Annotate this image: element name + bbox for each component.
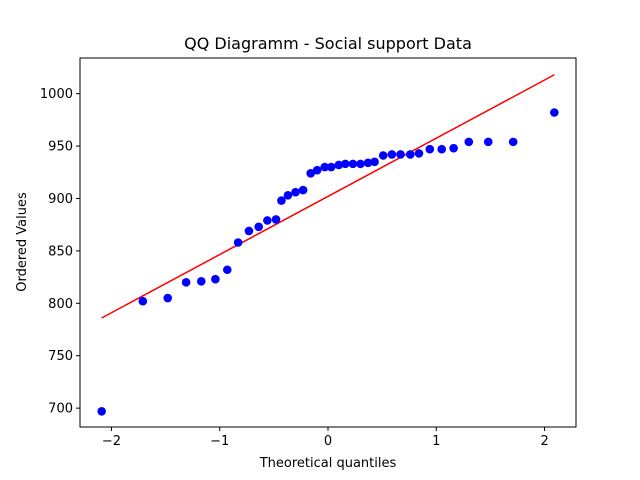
data-point bbox=[222, 265, 232, 275]
data-point bbox=[341, 159, 350, 169]
data-point bbox=[320, 162, 330, 172]
data-point bbox=[437, 144, 447, 154]
y-tick-label: 800 bbox=[48, 297, 73, 312]
data-point bbox=[370, 157, 379, 167]
data-point bbox=[406, 150, 415, 159]
data-point bbox=[97, 406, 106, 416]
data-point bbox=[163, 293, 173, 303]
data-point bbox=[196, 276, 206, 286]
data-point bbox=[378, 151, 388, 160]
x-tick-label: −1 bbox=[210, 434, 229, 449]
data-point bbox=[211, 274, 220, 284]
data-point bbox=[550, 108, 559, 117]
data-point bbox=[356, 159, 365, 169]
data-point bbox=[348, 159, 358, 169]
data-point bbox=[277, 196, 286, 205]
y-tick-label: 950 bbox=[48, 140, 73, 155]
data-point bbox=[483, 137, 493, 147]
y-tick-label: 900 bbox=[48, 192, 73, 207]
x-tick-label: 1 bbox=[432, 434, 440, 449]
data-point bbox=[334, 160, 344, 170]
x-axis: −2 −1 0 1 2 bbox=[102, 427, 549, 449]
data-point bbox=[244, 226, 254, 236]
data-point bbox=[396, 150, 405, 159]
data-point bbox=[414, 149, 424, 158]
data-point bbox=[271, 215, 281, 224]
y-tick-label: 1000 bbox=[40, 87, 73, 102]
data-point bbox=[254, 222, 263, 232]
data-point bbox=[291, 187, 300, 197]
data-point bbox=[312, 165, 322, 175]
data-point bbox=[449, 143, 458, 153]
data-point bbox=[298, 185, 308, 195]
data-point bbox=[464, 137, 474, 147]
y-tick-label: 850 bbox=[48, 244, 73, 259]
data-point bbox=[283, 191, 293, 200]
x-axis-label: Theoretical quantiles bbox=[259, 456, 397, 471]
data-point bbox=[138, 296, 148, 306]
data-point bbox=[263, 216, 272, 225]
data-point bbox=[306, 169, 315, 178]
data-point bbox=[508, 137, 518, 147]
chart-title: QQ Diagramm - Social support Data bbox=[184, 34, 472, 53]
x-tick-label: 0 bbox=[324, 434, 332, 449]
y-axis: 700 750 800 850 900 950 1000 bbox=[40, 87, 80, 417]
x-tick-label: 2 bbox=[540, 434, 548, 449]
data-point bbox=[425, 144, 435, 154]
y-tick-label: 750 bbox=[48, 349, 73, 364]
data-point bbox=[181, 278, 191, 287]
data-point bbox=[233, 238, 243, 247]
plot-frame bbox=[79, 57, 577, 428]
data-point bbox=[387, 150, 397, 159]
y-axis-label: Ordered Values bbox=[15, 192, 30, 292]
y-tick-label: 700 bbox=[48, 402, 73, 417]
plot-area bbox=[97, 74, 559, 416]
data-point bbox=[363, 158, 373, 168]
data-point bbox=[326, 162, 336, 172]
x-tick-label: −2 bbox=[102, 434, 121, 449]
reference-line bbox=[101, 74, 555, 319]
